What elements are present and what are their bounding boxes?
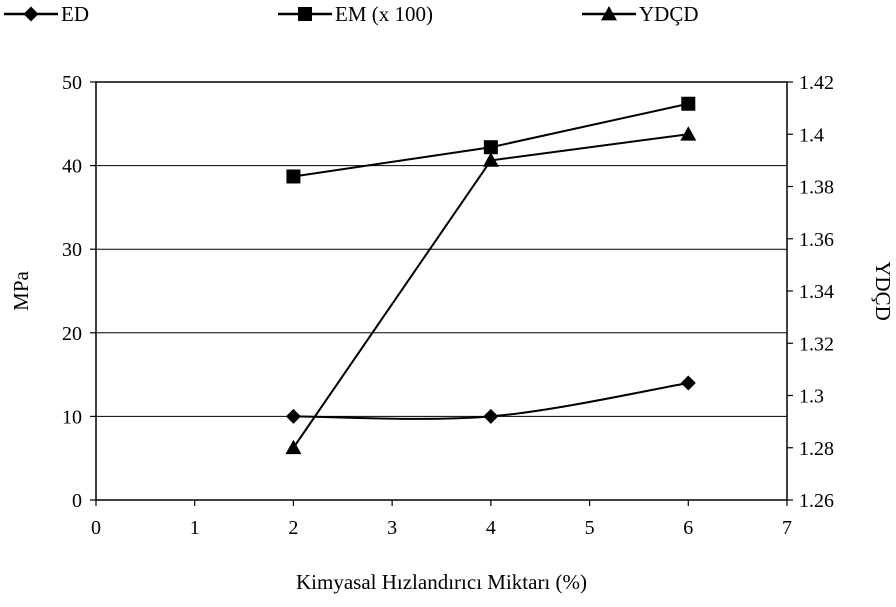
y2-tick-label: 1.36 [799,229,834,251]
x-tick-label: 4 [486,517,496,539]
legend-marker-em-x-100 [298,7,312,21]
x-tick-label: 7 [782,517,792,539]
x-tick-label: 1 [190,517,200,539]
y2-tick-label: 1.42 [799,72,834,94]
data-point-ed [286,409,301,424]
y-tick-label: 20 [62,323,82,345]
y2-tick-label: 1.32 [799,333,834,355]
y2-tick-label: 1.34 [799,281,834,303]
x-tick-label: 0 [91,517,101,539]
plot-frame [96,82,787,500]
y-axis-right: 1.26 1.28 1.3 1.32 1.34 1.36 1.38 1.4 1.42 [787,72,834,512]
legend-label-em-x-100: EM (x 100) [335,2,433,26]
x-tick-label: 2 [288,517,298,539]
legend: ED EM (x 100) YDÇD [4,2,699,26]
data-point-ed [681,375,696,390]
x-tick-label: 5 [585,517,595,539]
data-point-em-x-100 [484,140,498,154]
y2-tick-label: 1.26 [799,490,834,512]
y-tick-label: 0 [72,490,82,512]
y2-tick-label: 1.4 [799,124,824,146]
data-point-em-x-100 [681,97,695,111]
y-tick-label: 50 [62,72,82,94]
y2-tick-label: 1.28 [799,438,834,460]
legend-label-yd-d: YDÇD [639,2,699,26]
series-layer [285,97,696,454]
data-point-yd-d [680,126,696,140]
legend-label-ed: ED [61,2,89,26]
y2-tick-label: 1.38 [799,177,834,199]
data-point-ed [483,409,498,424]
x-tick-label: 3 [387,517,397,539]
grid [96,166,787,417]
x-tick-label: 6 [683,517,693,539]
data-point-em-x-100 [286,169,300,183]
x-axis: 0 1 2 3 4 5 6 7 [91,500,792,539]
legend-marker-ed [24,7,39,22]
y-axis-title: MPa [9,270,33,310]
series-line-yd-d [293,134,688,448]
y-tick-label: 10 [62,406,82,428]
data-point-yd-d [285,440,301,454]
x-axis-title: Kimyasal Hızlandırıcı Miktarı (%) [296,570,587,594]
y-axis-left: 0 10 20 30 40 50 [62,72,96,512]
y2-axis-title: YDÇD [871,261,895,321]
y2-tick-label: 1.3 [799,386,824,408]
y-tick-label: 30 [62,239,82,261]
y-tick-label: 40 [62,156,82,178]
